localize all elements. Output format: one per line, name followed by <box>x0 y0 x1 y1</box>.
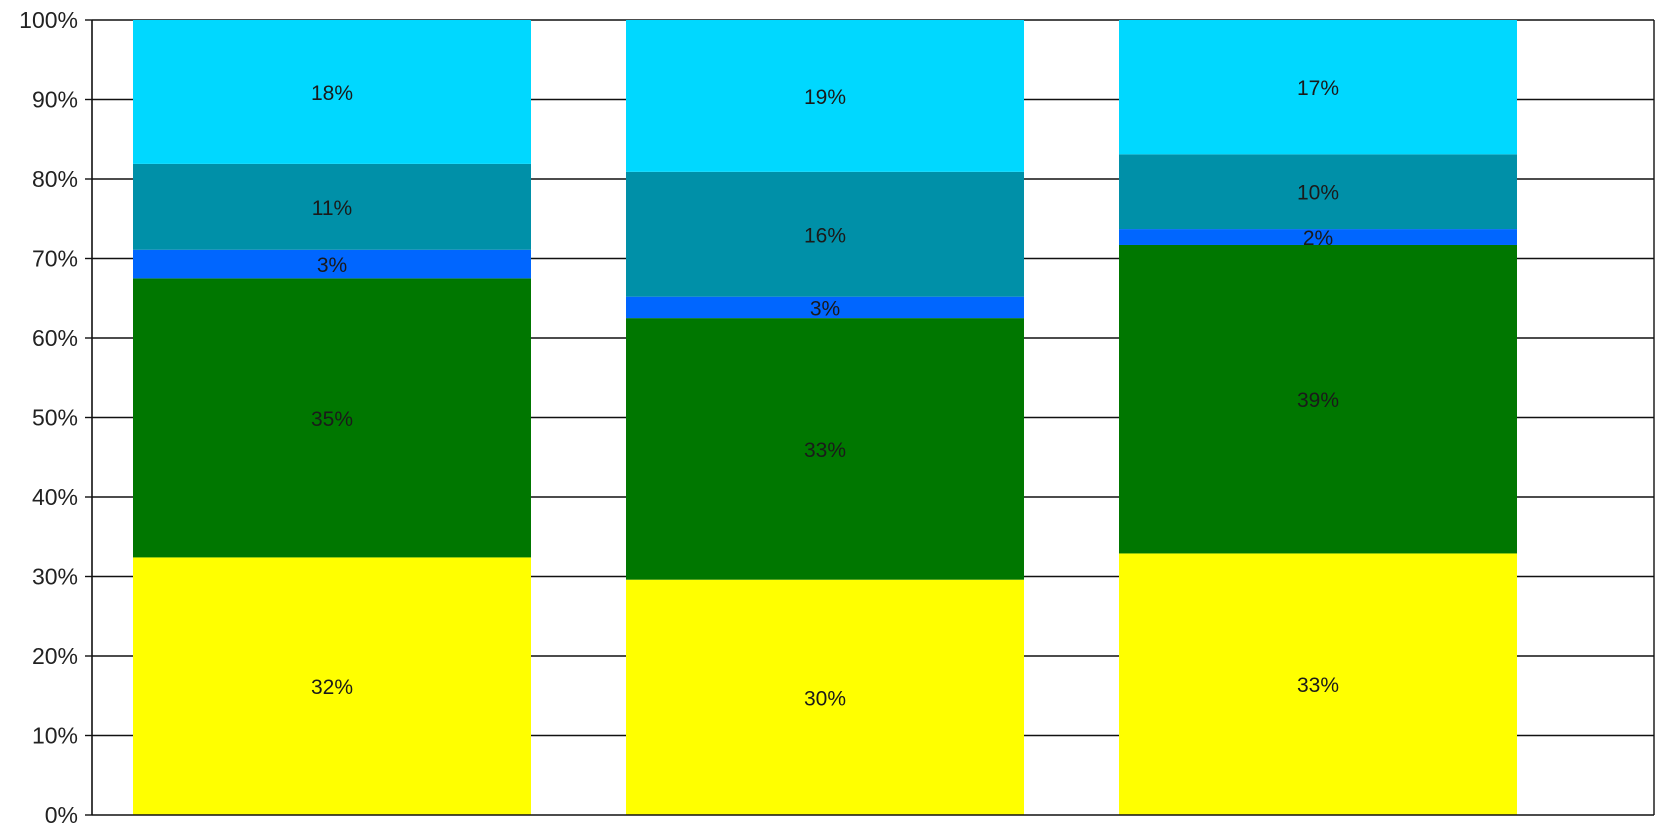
bar-segment <box>1119 553 1517 815</box>
bar-segment <box>133 278 531 558</box>
data-label: 11% <box>312 197 352 220</box>
bar-segment <box>1119 154 1517 230</box>
y-tick-label: 20% <box>32 643 78 669</box>
bar-segment <box>133 163 531 250</box>
data-label: 3% <box>317 254 347 277</box>
bar-segment <box>133 557 531 815</box>
bar-segment <box>626 296 1024 319</box>
bar-segment <box>1119 20 1517 155</box>
bar-segment <box>133 249 531 279</box>
y-tick-label: 40% <box>32 484 78 510</box>
y-tick-labels: 0% 10% 20% 30% 40% 50% 60% 70% 80% 90% 100% <box>19 7 78 828</box>
data-label: 30% <box>804 687 846 710</box>
y-tick-label: 80% <box>32 166 78 192</box>
segment-labels: 32% 35% 3% 11% 18% 30% 33% 3% 16% 19% 33% 39% 2% 10% 1… <box>311 77 1339 710</box>
y-tick-label: 30% <box>32 564 78 590</box>
bars <box>133 20 1517 815</box>
data-label: 17% <box>1297 77 1339 100</box>
y-tick-label: 90% <box>32 87 78 113</box>
data-label: 19% <box>804 86 846 109</box>
bar-segment <box>1119 244 1517 554</box>
data-label: 33% <box>804 439 846 462</box>
bar-segment <box>1119 229 1517 245</box>
bar-segment <box>626 579 1024 815</box>
data-label: 3% <box>810 297 840 320</box>
y-tick-label: 100% <box>19 7 78 33</box>
y-tick-label: 0% <box>45 802 78 828</box>
data-label: 16% <box>804 224 846 247</box>
bar-segment <box>626 20 1024 172</box>
data-label: 2% <box>1303 227 1333 250</box>
axes <box>85 19 1655 816</box>
bar-segment <box>626 171 1024 297</box>
data-label: 10% <box>1297 182 1339 205</box>
data-label: 32% <box>311 676 353 699</box>
y-tick-label: 10% <box>32 723 78 749</box>
y-tick-label: 60% <box>32 325 78 351</box>
data-label: 35% <box>311 408 353 431</box>
y-tick-label: 50% <box>32 405 78 431</box>
data-label: 18% <box>311 82 353 105</box>
y-tick-label: 70% <box>32 246 78 272</box>
data-label: 33% <box>1297 674 1339 697</box>
data-label: 39% <box>1297 389 1339 412</box>
bar-segment <box>133 20 531 164</box>
bar-segment <box>626 318 1024 580</box>
